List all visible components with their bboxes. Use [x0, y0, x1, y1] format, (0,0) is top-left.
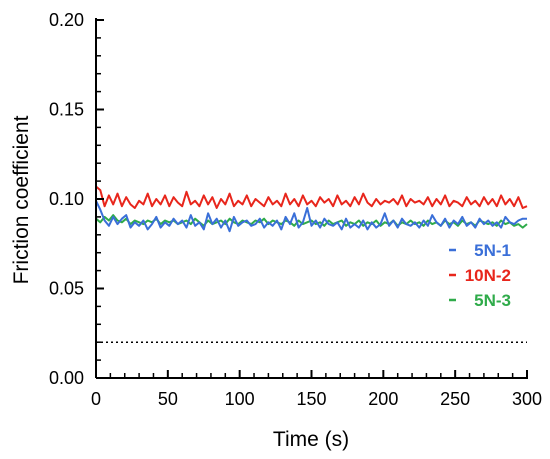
series-lines: [95, 185, 528, 233]
x-tick-label: 250: [440, 389, 470, 409]
legend: 5N-1 10N-2 5N-3: [449, 241, 511, 310]
x-tick-label: 150: [296, 389, 326, 409]
axes: 0.00 0.05 0.10 0.15 0.20 0 50 100 150 200 250 300: [49, 10, 542, 409]
y-tick-label: 0.10: [49, 189, 84, 209]
x-tick-label: 200: [368, 389, 398, 409]
series-line-5N-3: [95, 214, 528, 229]
x-tick-label: 50: [158, 389, 178, 409]
y-tick-label: 0.05: [49, 279, 84, 299]
x-tick-label: 100: [225, 389, 255, 409]
y-tick-label: 0.00: [49, 368, 84, 388]
legend-label: 5N-1: [474, 241, 511, 260]
y-tick-label: 0.15: [49, 100, 84, 120]
x-axis-title: Time (s): [273, 428, 349, 451]
y-axis-title: Friction coefficient: [10, 115, 33, 284]
x-tick-label: 0: [91, 389, 101, 409]
series-line-5N-1: [95, 200, 527, 233]
series-line-10N-2: [95, 185, 528, 209]
y-tick-label: 0.20: [49, 10, 84, 30]
x-tick-label: 300: [512, 389, 542, 409]
legend-label: 10N-2: [465, 266, 511, 285]
legend-label: 5N-3: [474, 291, 511, 310]
